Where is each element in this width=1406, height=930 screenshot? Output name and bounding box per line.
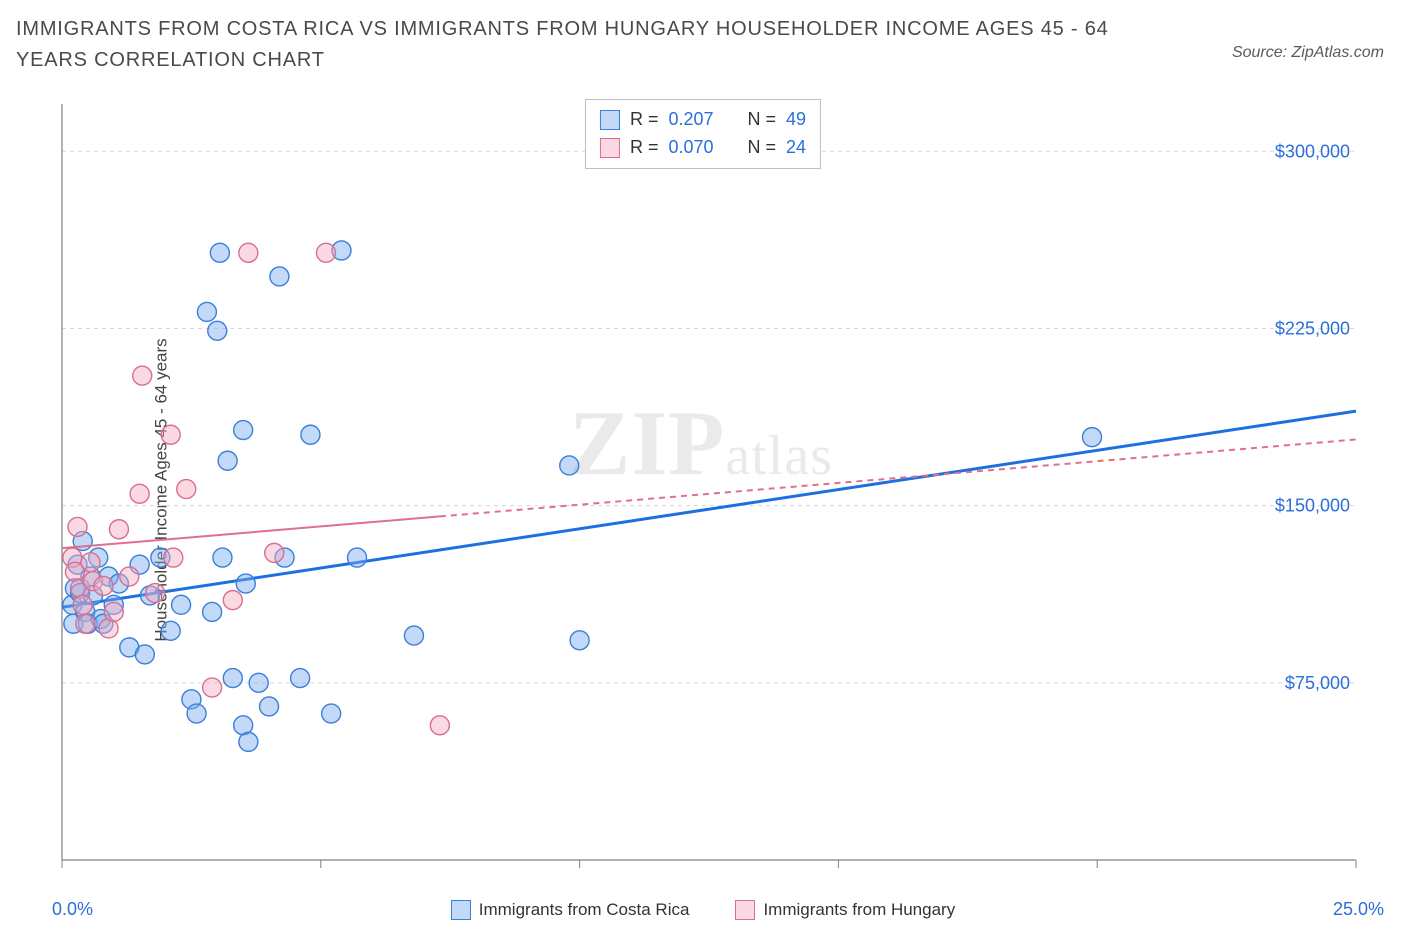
stat-r-val: 0.070: [668, 134, 713, 162]
source-label: Source: ZipAtlas.com: [1232, 14, 1384, 62]
svg-text:$300,000: $300,000: [1275, 141, 1350, 161]
chart-area: Householder Income Ages 45 - 64 years ZI…: [16, 98, 1386, 882]
stat-n-val: 49: [786, 106, 806, 134]
chart-title: IMMIGRANTS FROM COSTA RICA VS IMMIGRANTS…: [16, 14, 1136, 76]
scatter-plot: $75,000 $150,000 $225,000 $300,000: [16, 98, 1386, 882]
legend-label: Immigrants from Costa Rica: [479, 900, 690, 920]
legend-swatch: [451, 900, 471, 920]
stat-r-key: R =: [630, 134, 659, 162]
stat-r-val: 0.207: [668, 106, 713, 134]
stat-n-key: N =: [748, 134, 777, 162]
legend-item: Immigrants from Costa Rica: [451, 900, 690, 920]
svg-text:$225,000: $225,000: [1275, 318, 1350, 338]
legend-swatch: [735, 900, 755, 920]
stats-legend-row: R = 0.207 N = 49: [600, 106, 806, 134]
series-legend: Immigrants from Costa Rica Immigrants fro…: [0, 900, 1406, 920]
svg-text:$75,000: $75,000: [1285, 673, 1350, 693]
stat-n-key: N =: [748, 106, 777, 134]
stat-r-key: R =: [630, 106, 659, 134]
stats-legend-row: R = 0.070 N = 24: [600, 134, 806, 162]
x-axis-max-label: 25.0%: [1333, 899, 1384, 920]
legend-swatch: [600, 138, 620, 158]
stats-legend: R = 0.207 N = 49 R = 0.070 N = 24: [585, 99, 821, 169]
svg-text:$150,000: $150,000: [1275, 496, 1350, 516]
stat-n-val: 24: [786, 134, 806, 162]
legend-item: Immigrants from Hungary: [735, 900, 955, 920]
legend-swatch: [600, 110, 620, 130]
legend-label: Immigrants from Hungary: [763, 900, 955, 920]
